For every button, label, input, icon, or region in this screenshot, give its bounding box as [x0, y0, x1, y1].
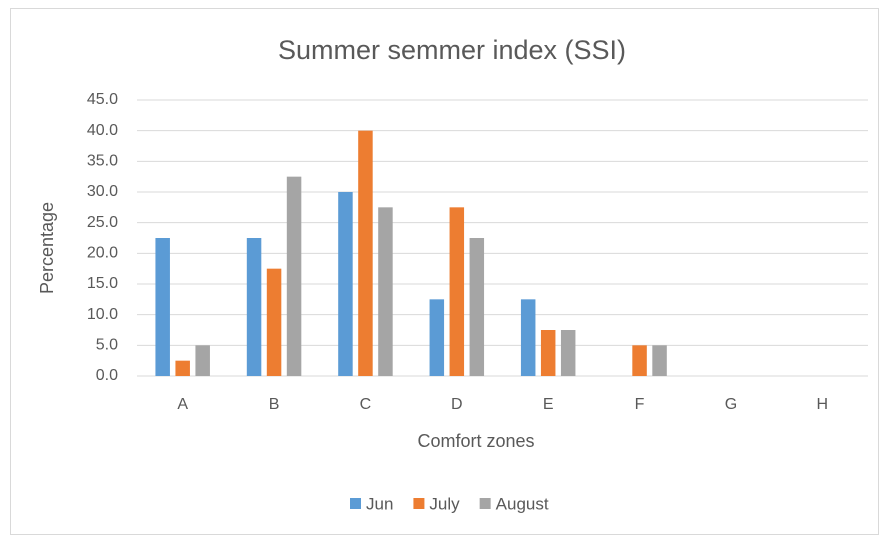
y-tick-label: 40.0 [87, 122, 118, 139]
bar [429, 299, 445, 376]
y-tick-label: 0.0 [96, 367, 118, 384]
bar [560, 330, 576, 376]
bar [246, 238, 262, 376]
y-tick-label: 10.0 [87, 306, 118, 323]
y-tick-label: 30.0 [87, 183, 118, 200]
bar [195, 345, 210, 376]
y-tick-label: 15.0 [87, 275, 118, 292]
y-tick-label: 20.0 [87, 245, 118, 262]
x-tick-label: F [635, 396, 645, 413]
bar [632, 345, 647, 376]
x-tick-label: B [269, 396, 280, 413]
x-tick-label: H [817, 396, 829, 413]
bar [266, 268, 282, 376]
bar [449, 207, 465, 376]
x-tick-label: D [451, 396, 463, 413]
bar [469, 238, 485, 376]
bar [520, 299, 536, 376]
bar [155, 238, 170, 376]
chart-border [10, 8, 879, 535]
legend-label: Jun [366, 494, 393, 513]
bar [286, 176, 302, 376]
y-tick-label: 25.0 [87, 214, 118, 231]
bar [338, 192, 353, 376]
legend-swatch [350, 498, 361, 509]
x-axis-label: Comfort zones [417, 431, 534, 451]
bar [358, 130, 373, 376]
legend-swatch [479, 498, 491, 509]
chart-title: Summer semmer index (SSI) [278, 35, 626, 65]
y-tick-label: 35.0 [87, 153, 118, 170]
x-tick-label: C [360, 396, 372, 413]
x-tick-label: E [543, 396, 554, 413]
y-tick-label: 45.0 [87, 91, 118, 108]
bar [652, 345, 667, 376]
legend-swatch [413, 498, 425, 509]
legend-label: July [429, 494, 460, 513]
legend-label: August [496, 494, 549, 513]
y-axis-label: Percentage [37, 202, 57, 294]
x-tick-label: G [725, 396, 737, 413]
bar [175, 360, 190, 376]
bar [378, 207, 393, 376]
bar [540, 330, 556, 376]
x-tick-label: A [177, 396, 188, 413]
y-tick-label: 5.0 [96, 337, 118, 354]
